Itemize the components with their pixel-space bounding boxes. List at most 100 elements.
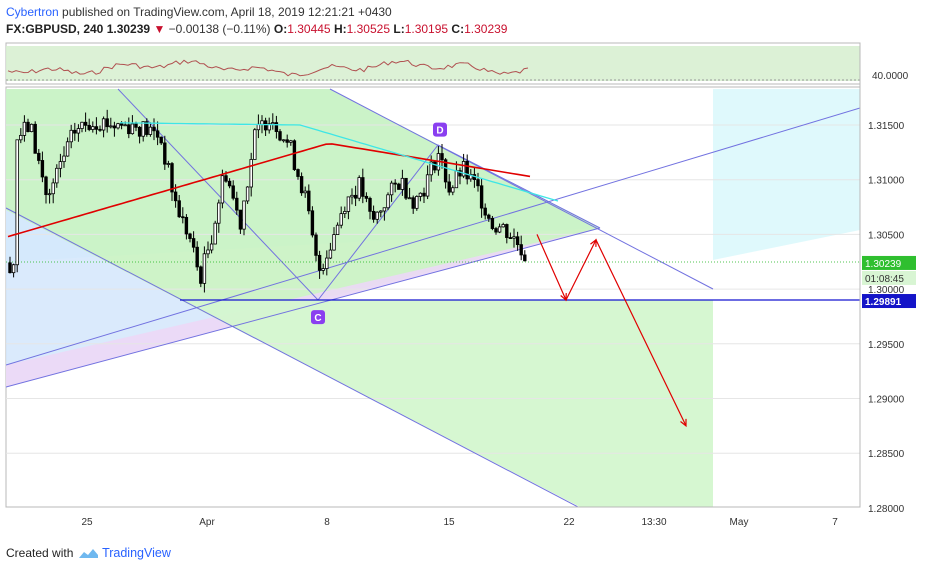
candle xyxy=(353,185,358,207)
candle xyxy=(188,232,192,243)
candle xyxy=(19,128,23,144)
candle xyxy=(109,117,113,129)
candle xyxy=(47,188,52,204)
candle-body xyxy=(220,175,225,204)
x-tick-label: 8 xyxy=(324,517,330,528)
candle-body xyxy=(371,210,376,220)
candle-body xyxy=(202,253,207,284)
open-label: O: xyxy=(273,22,288,36)
x-tick-label: Apr xyxy=(199,517,215,528)
candle xyxy=(206,241,210,259)
candle-body xyxy=(368,197,372,212)
candle-body xyxy=(443,159,448,183)
candle xyxy=(62,146,66,168)
level-badge-text: 1.29891 xyxy=(865,297,902,308)
candle-body xyxy=(274,122,279,132)
candle xyxy=(497,223,502,234)
candle-body xyxy=(22,121,27,136)
candle xyxy=(181,207,185,224)
price-change: −0.00138 (−0.11%) xyxy=(168,22,271,36)
candle xyxy=(130,115,135,135)
y-tick-label: 1.29500 xyxy=(868,340,905,351)
candle xyxy=(116,122,120,130)
candle-body xyxy=(458,170,462,177)
candle xyxy=(508,232,513,239)
tradingview-brand[interactable]: TradingView xyxy=(102,546,171,560)
candle xyxy=(33,121,37,154)
candle xyxy=(357,175,361,202)
candle-body xyxy=(148,126,153,135)
candle-body xyxy=(508,237,513,239)
candle xyxy=(404,177,408,200)
y-tick-label: 1.29000 xyxy=(868,395,905,406)
candle-body xyxy=(515,236,520,246)
candle xyxy=(314,232,318,262)
candle-body xyxy=(195,246,199,268)
close-value: 1.30239 xyxy=(464,22,508,36)
candle xyxy=(335,222,340,235)
candle xyxy=(101,116,106,138)
candle-body xyxy=(440,153,444,161)
rsi-line xyxy=(7,59,529,77)
pattern-fill-green-upper xyxy=(6,89,600,300)
candle xyxy=(400,169,405,196)
candle xyxy=(213,220,217,245)
candle xyxy=(145,118,149,137)
candle-body xyxy=(242,200,246,230)
candle xyxy=(364,192,369,203)
close-label: C: xyxy=(451,22,465,36)
candle-body xyxy=(127,124,131,135)
candle xyxy=(292,139,297,172)
y-tick-label: 1.30000 xyxy=(868,285,905,296)
candle-body xyxy=(422,192,426,197)
candle xyxy=(433,160,437,174)
candle xyxy=(263,117,268,137)
ohlc-line: FX:GBPUSD, 240 1.30239 ▼ −0.00138 (−0.11… xyxy=(6,21,507,38)
candle xyxy=(202,246,207,293)
candle-body xyxy=(303,190,307,194)
candle xyxy=(11,263,16,278)
candle-body xyxy=(163,142,167,165)
tradingview-cloud-icon xyxy=(78,549,98,558)
open-value: 1.30445 xyxy=(287,22,331,36)
candle-body xyxy=(346,196,351,212)
candle xyxy=(523,250,527,262)
candle xyxy=(422,187,426,204)
author-link[interactable]: Cybertron xyxy=(6,5,59,19)
candle-body xyxy=(523,254,527,262)
candle-body xyxy=(299,176,304,194)
candle xyxy=(26,118,30,133)
y-tick-label: 1.31000 xyxy=(868,176,905,187)
pattern-point-badge-d xyxy=(433,122,447,137)
candle-body xyxy=(123,124,127,127)
candle-body xyxy=(339,213,343,226)
candle-body xyxy=(181,216,185,219)
candle-body xyxy=(519,244,523,256)
candle-body xyxy=(415,196,419,209)
candle-body xyxy=(494,228,498,233)
y-tick-label: 1.28000 xyxy=(868,504,905,515)
published-text: published on TradingView.com, April 18, … xyxy=(62,5,392,19)
trendline-rising-short xyxy=(6,227,601,388)
symbol-label[interactable]: FX:GBPUSD, 240 xyxy=(6,22,104,36)
candle-body xyxy=(397,183,401,190)
candle-body xyxy=(433,161,437,171)
y-tick-label: 1.31500 xyxy=(868,121,905,132)
candle-body xyxy=(184,216,189,235)
candle-body xyxy=(332,234,336,251)
candle xyxy=(127,117,131,139)
candle xyxy=(465,154,469,185)
candle-body xyxy=(80,121,84,129)
candle-body xyxy=(364,195,369,199)
candle-body xyxy=(137,126,142,137)
candle xyxy=(346,196,351,220)
candle xyxy=(73,122,77,141)
candle xyxy=(238,209,243,234)
candle-body xyxy=(289,140,293,143)
last-price-badge xyxy=(862,255,916,270)
candle xyxy=(8,256,12,274)
candle xyxy=(69,124,73,149)
candle xyxy=(184,214,189,240)
candle xyxy=(512,228,516,248)
